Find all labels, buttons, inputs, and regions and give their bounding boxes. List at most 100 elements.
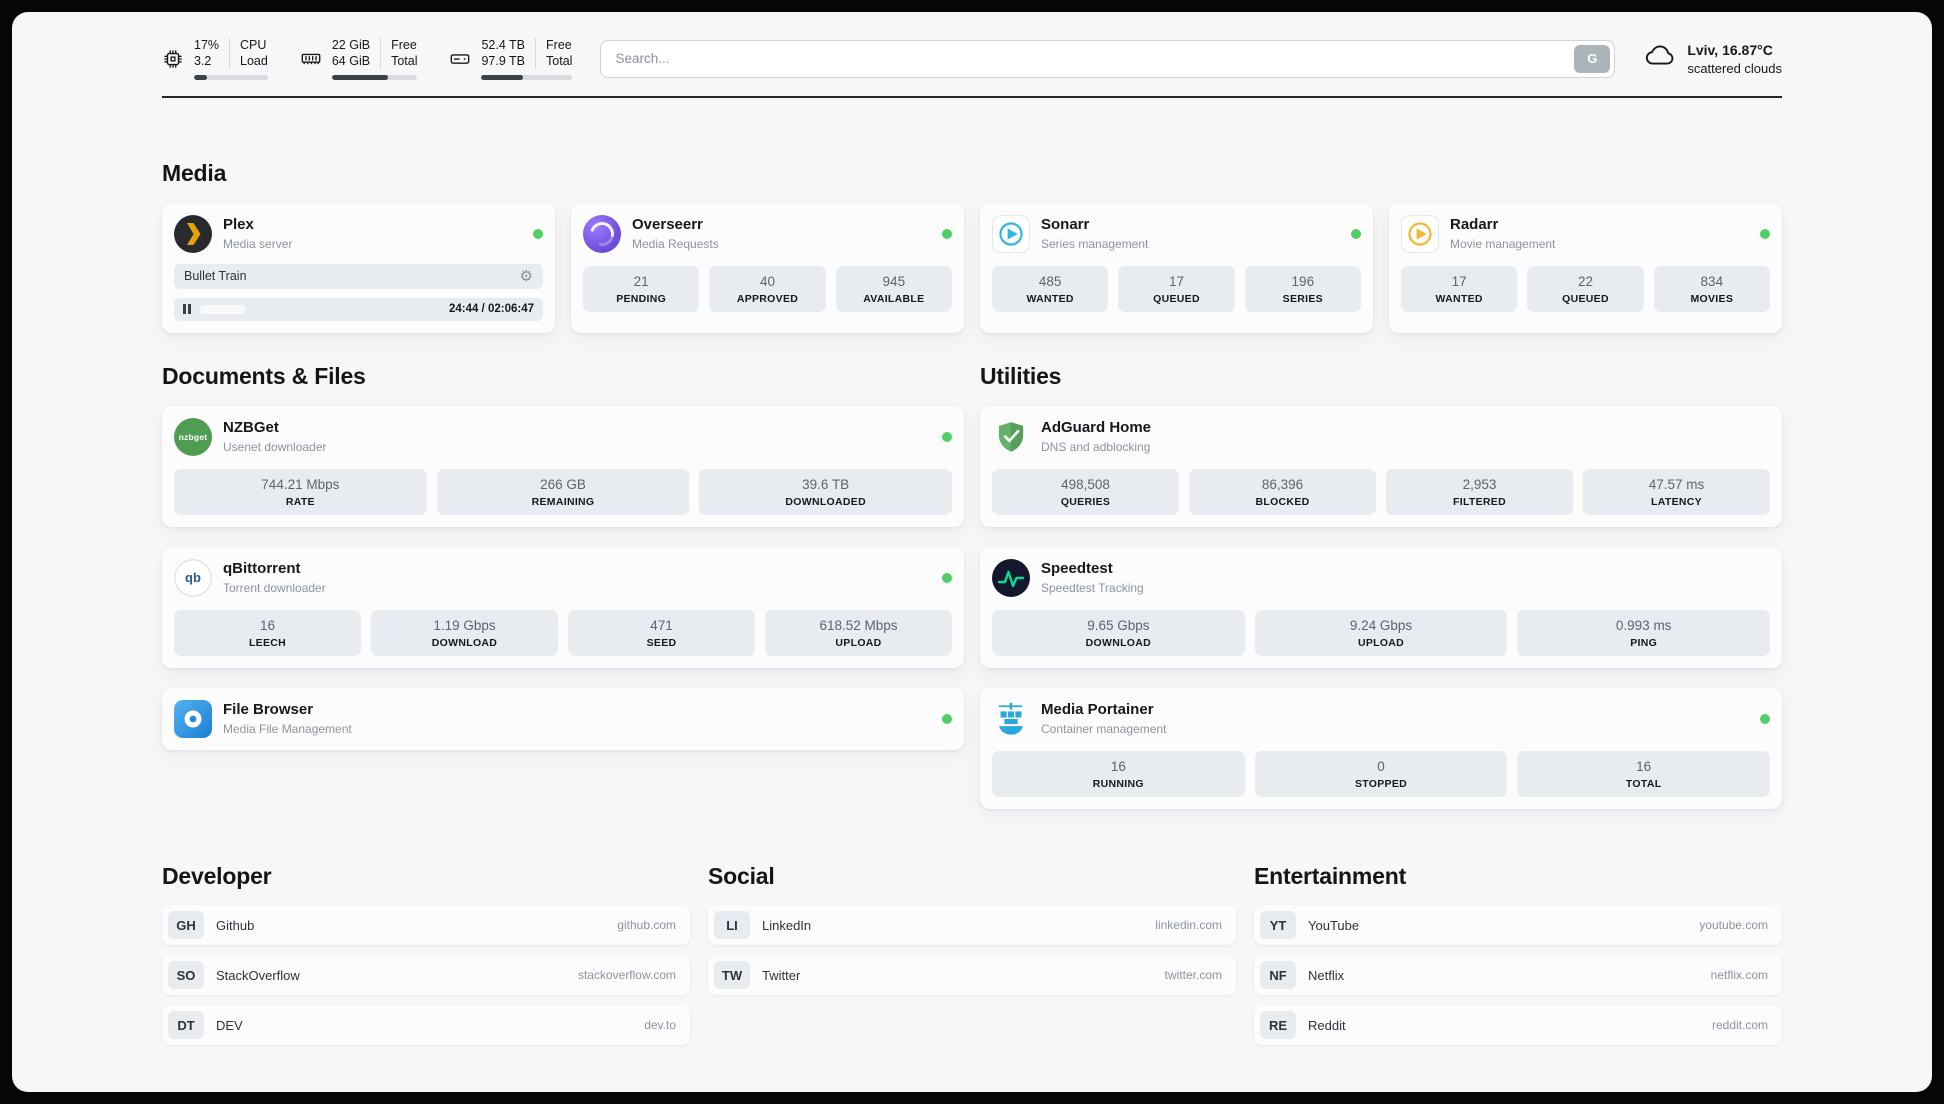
pause-icon[interactable] [183,304,191,315]
bookmark-name: YouTube [1308,917,1360,933]
stat-value: 40 [759,273,775,289]
stat-label: DOWNLOAD [1085,637,1152,650]
search-input[interactable] [605,51,1575,67]
stat-label: PENDING [616,292,667,305]
app-card-radarr[interactable]: Radarr Movie management 17 WANTED 22 QUE… [1389,202,1782,333]
app-subtitle: Speedtest Tracking [1041,580,1144,595]
bookmark-youtube[interactable]: YT YouTube youtube.com [1254,905,1782,946]
nzbget-icon: nzbget [174,417,212,456]
section-media: Media Plex Media server [162,160,1782,333]
status-dot [942,228,952,239]
stat-label: STOPPED [1354,778,1408,791]
app-card-plex[interactable]: Plex Media server Bullet Train ⚙ [162,202,555,333]
app-subtitle: Container management [1041,721,1167,736]
ram-metric-widget: 22 GiB 64 GiB Free Total [300,38,418,80]
app-card-speedtest[interactable]: Speedtest Speedtest Tracking 9.65 Gbps D… [980,546,1782,669]
stat-label: SEED [646,637,677,650]
dashboard-content: 17% 3.2 CPU Load [162,12,1782,1046]
bookmark-twitter[interactable]: TW Twitter twitter.com [708,955,1236,996]
stat-box: 2,953 FILTERED [1386,468,1573,515]
cpu-progress-fill [194,74,207,80]
stat-label: DOWNLOADED [785,495,866,508]
app-subtitle: Media server [223,236,293,251]
bookmark-netflix[interactable]: NF Netflix netflix.com [1254,955,1782,996]
stat-box: 86,396 BLOCKED [1189,468,1376,515]
dashboard: 17% 3.2 CPU Load [12,12,1932,1092]
app-card-sonarr[interactable]: Sonarr Series management 485 WANTED 17 Q… [980,202,1373,333]
app-card-filebrowser[interactable]: File Browser Media File Management [162,688,964,751]
cpu-progress-bar [194,74,268,80]
ram-icon [300,48,322,70]
disk-total-value: 97.9 TB [481,54,526,69]
stat-label: LATENCY [1651,495,1702,508]
stat-value: 16 [1110,759,1126,775]
cloud-icon [1643,39,1677,78]
stats-row: 485 WANTED 17 QUEUED 196 SERIES [992,265,1361,312]
bookmark-linkedin[interactable]: LI LinkedIn linkedin.com [708,905,1236,946]
seek-bar[interactable] [200,298,440,321]
topbar: 17% 3.2 CPU Load [162,12,1782,80]
stat-box: 0.993 ms PING [1517,609,1771,657]
app-card-qbittorrent[interactable]: qb qBittorrent Torrent downloader 16 [162,546,964,669]
bookmark-abbr: DT [168,1011,204,1040]
weather-location: Lviv, 16.87°C [1687,41,1773,58]
stat-value: 16 [259,617,276,633]
bookmark-reddit[interactable]: RE Reddit reddit.com [1254,1005,1782,1046]
stat-box: 9.24 Gbps UPLOAD [1254,609,1508,657]
stats-row: 744.21 Mbps RATE 266 GB REMAINING 39.6 T… [174,468,953,515]
ram-total-value: 64 GiB [331,54,371,69]
section-social: Social LI LinkedIn linkedin.com TW Twitt… [708,863,1236,996]
bookmark-name: Github [216,917,255,933]
stat-label: QUEUED [1562,292,1609,305]
ram-total-label: Total [391,54,418,69]
stat-value: 0 [1377,759,1385,775]
section-title-developer: Developer [162,863,272,890]
bookmark-url: youtube.com [1699,918,1768,933]
stat-value: 47.57 ms [1648,476,1705,492]
stat-value: 0.993 ms [1615,617,1672,633]
bookmark-url: linkedin.com [1155,918,1222,933]
topbar-divider [162,95,1782,98]
bookmark-dev[interactable]: DT DEV dev.to [162,1005,690,1046]
bookmark-github[interactable]: GH Github github.com [162,905,690,946]
gear-icon[interactable]: ⚙ [519,266,533,285]
stats-row: 9.65 Gbps DOWNLOAD 9.24 Gbps UPLOAD 0.99… [992,609,1771,657]
stat-box: 498,508 QUERIES [992,468,1179,515]
section-developer: Developer GH Github github.com SO StackO… [162,863,690,1046]
stat-value: 9.24 Gbps [1349,617,1413,633]
stat-value: 22 [1577,273,1593,289]
stat-value: 1.19 Gbps [433,617,496,633]
stat-value: 471 [650,617,673,633]
app-card-portainer[interactable]: Media Portainer Container management 16 … [980,688,1782,810]
section-title-entertainment: Entertainment [1254,863,1407,890]
section-documents: Documents & Files nzbget NZBGet Usenet d… [162,363,964,751]
bookmark-columns: Developer GH Github github.com SO StackO… [162,863,1782,1046]
stats-row: 498,508 QUERIES 86,396 BLOCKED 2,953 FIL… [992,468,1770,515]
stat-label: QUEUED [1153,292,1200,305]
search-bar: G [600,39,1616,78]
section-title-media: Media [162,159,227,186]
bookmark-abbr: TW [714,961,750,990]
app-card-adguard[interactable]: AdGuard Home DNS and adblocking 498,508 … [980,405,1782,527]
stat-value: 618.52 Mbps [819,617,898,633]
stat-value: 744.21 Mbps [261,476,340,492]
system-metrics: 17% 3.2 CPU Load [162,38,573,80]
media-player-bar[interactable]: 24:44 / 02:06:47 [174,297,543,321]
status-dot [1351,228,1361,239]
status-dot [533,228,543,239]
cpu-load-value: 3.2 [194,54,212,69]
app-card-overseerr[interactable]: Overseerr Media Requests 21 PENDING 40 A… [571,202,964,333]
search-engine-button[interactable]: G [1574,44,1611,73]
stat-box: 47.57 ms LATENCY [1583,468,1770,515]
app-name: Overseerr [632,216,703,233]
stat-label: SERIES [1282,292,1323,305]
app-name: AdGuard Home [1041,419,1152,436]
app-subtitle: Series management [1041,236,1149,251]
disk-free-label: Free [546,38,572,52]
bookmark-stackoverflow[interactable]: SO StackOverflow stackoverflow.com [162,955,690,996]
section-title-utilities: Utilities [980,362,1062,389]
app-card-nzbget[interactable]: nzbget NZBGet Usenet downloader 744.21 M… [162,405,964,527]
bookmark-abbr: SO [168,961,204,990]
stat-label: UPLOAD [835,637,882,650]
disk-icon [449,48,471,70]
